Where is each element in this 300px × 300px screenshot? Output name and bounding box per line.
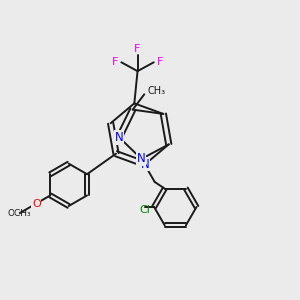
Text: N: N <box>115 131 124 144</box>
Text: CH₃: CH₃ <box>148 86 166 96</box>
Text: N: N <box>141 158 149 171</box>
Text: O: O <box>32 199 41 208</box>
Text: N: N <box>137 152 146 165</box>
Text: Cl: Cl <box>139 205 150 215</box>
Text: F: F <box>134 44 141 54</box>
Text: OCH₃: OCH₃ <box>8 208 32 217</box>
Text: F: F <box>112 57 119 67</box>
Text: F: F <box>156 57 163 67</box>
